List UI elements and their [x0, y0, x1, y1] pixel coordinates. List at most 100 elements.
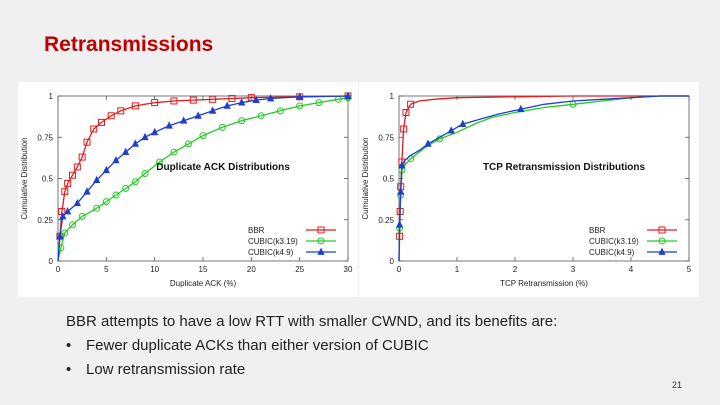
data-point: [56, 231, 64, 240]
series-line: [57, 97, 349, 262]
data-point: [61, 188, 69, 196]
y-tick-label: 0.75: [378, 133, 394, 142]
data-point: [73, 163, 81, 171]
data-point: [141, 132, 149, 141]
data-point: [78, 212, 86, 220]
data-point: [252, 95, 260, 104]
data-point: [397, 187, 405, 195]
x-tick-label: 3: [571, 265, 576, 274]
y-tick-label: 0.25: [378, 216, 394, 225]
data-point: [189, 96, 197, 104]
page-number: 21: [672, 380, 683, 390]
data-point: [73, 198, 81, 207]
slide-title: Retransmissions: [44, 33, 214, 56]
data-point: [276, 107, 284, 115]
data-point: [83, 187, 91, 195]
data-point: [64, 179, 72, 187]
data-point: [400, 125, 408, 133]
x-tick-label: 5: [687, 265, 692, 274]
data-point: [296, 92, 304, 100]
data-point: [131, 178, 139, 186]
data-point: [517, 104, 525, 113]
series-cubic-k4-9: [395, 95, 689, 262]
legend-label: CUBIC(k4.9): [589, 248, 635, 257]
data-point: [238, 98, 246, 106]
x-axis-label: TCP Retransmission (%): [500, 279, 588, 288]
data-point: [78, 153, 86, 161]
legend-label: CUBIC(k4.9): [248, 248, 294, 257]
slide-body-text: BBR attempts to have a low RTT with smal…: [66, 313, 558, 330]
data-point: [57, 244, 65, 252]
series-line: [57, 95, 349, 262]
data-point: [170, 97, 178, 105]
data-point: [102, 198, 110, 206]
y-tick-label: 0.75: [37, 133, 53, 142]
data-point: [64, 207, 72, 215]
data-point: [107, 112, 115, 120]
data-point: [459, 119, 467, 127]
plot-area: [57, 95, 349, 262]
data-point: [402, 109, 410, 116]
y-tick-label: 0.25: [37, 216, 53, 225]
data-point: [228, 94, 236, 102]
data-point: [296, 102, 304, 110]
legend-marker: [317, 237, 325, 245]
y-tick-label: 0: [49, 257, 54, 266]
y-tick-label: 0: [390, 257, 395, 266]
data-point: [61, 229, 69, 237]
data-point: [344, 91, 352, 99]
data-point: [122, 147, 130, 155]
x-tick-label: 0: [56, 265, 61, 274]
data-point: [407, 100, 415, 108]
tcp-retransmission-chart: 0 0.25 0.5 0.75 1 0 1 2 3 4 5 TCP Retransmission (%…: [359, 82, 699, 297]
data-point: [59, 212, 67, 220]
bullet-text: Low retransmission rate: [86, 361, 246, 378]
data-point: [257, 112, 265, 120]
y-tick-label: 0.5: [383, 175, 395, 184]
legend-marker: [317, 247, 325, 255]
plot-area: [398, 95, 690, 262]
x-axis-label: Duplicate ACK (%): [170, 279, 237, 288]
legend-marker: [658, 247, 666, 255]
data-point: [223, 101, 231, 109]
data-point: [209, 106, 217, 114]
series-cubic-k3-19: [57, 94, 352, 262]
data-point: [170, 148, 178, 156]
bullet-glyph: •: [66, 361, 72, 378]
x-tick-label: 2: [513, 265, 518, 274]
data-point: [199, 132, 207, 140]
data-point: [156, 158, 163, 166]
data-point: [185, 140, 192, 148]
bullet-item: • Fewer duplicate ACKs than either versio…: [66, 337, 429, 354]
data-point: [447, 126, 455, 134]
data-point: [122, 184, 130, 192]
x-tick-label: 5: [104, 265, 109, 274]
y-tick-label: 1: [49, 92, 54, 101]
x-tick-label: 1: [455, 265, 460, 274]
x-tick-label: 4: [629, 265, 634, 274]
x-tick-label: 0: [397, 265, 402, 274]
data-point: [209, 95, 217, 103]
data-point: [83, 138, 91, 146]
x-tick-label: 25: [295, 265, 304, 274]
data-point: [238, 117, 246, 125]
data-point: [112, 191, 120, 199]
legend-label: BBR: [248, 226, 265, 235]
data-point: [98, 118, 105, 126]
chart-title: TCP Retransmission Distributions: [483, 162, 646, 173]
data-point: [151, 127, 159, 136]
chart-title: Duplicate ACK Distributions: [156, 162, 290, 173]
data-point: [93, 175, 101, 184]
bullet-text: Fewer duplicate ACKs than either version…: [86, 337, 429, 354]
data-point: [112, 155, 120, 164]
data-point: [315, 99, 323, 107]
legend-marker: [317, 226, 325, 234]
bullet-item: • Low retransmission rate: [66, 361, 245, 378]
data-point: [424, 139, 432, 147]
data-point: [131, 102, 139, 110]
data-point: [151, 99, 159, 107]
duplicate-ack-chart: 0 0.25 0.5 0.75 1 0 5 10 15 20 25 30 Duplicate ACK (…: [18, 82, 358, 297]
data-point: [69, 171, 76, 179]
data-point: [194, 111, 202, 119]
bullet-glyph: •: [66, 337, 72, 354]
